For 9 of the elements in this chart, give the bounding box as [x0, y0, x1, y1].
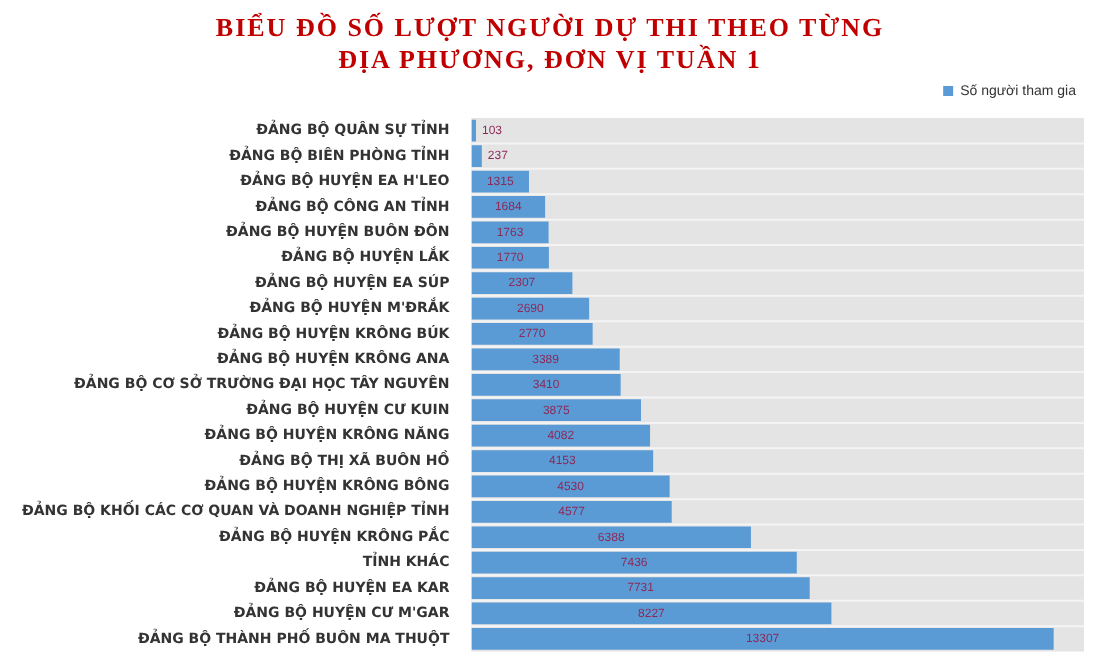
bar — [471, 450, 654, 472]
bar — [471, 602, 832, 625]
bar — [471, 297, 590, 320]
bar — [471, 628, 1054, 650]
bar — [471, 323, 593, 345]
bar — [471, 424, 651, 447]
chart-title: BIỂU ĐỒ SỐ LƯỢT NGƯỜI DỰ THI THEO TỪNG ĐỊA PHƯƠNG, ĐƠN VỊ TUẦN 1 — [213, 12, 887, 76]
bar — [471, 348, 620, 371]
bar — [471, 475, 670, 498]
